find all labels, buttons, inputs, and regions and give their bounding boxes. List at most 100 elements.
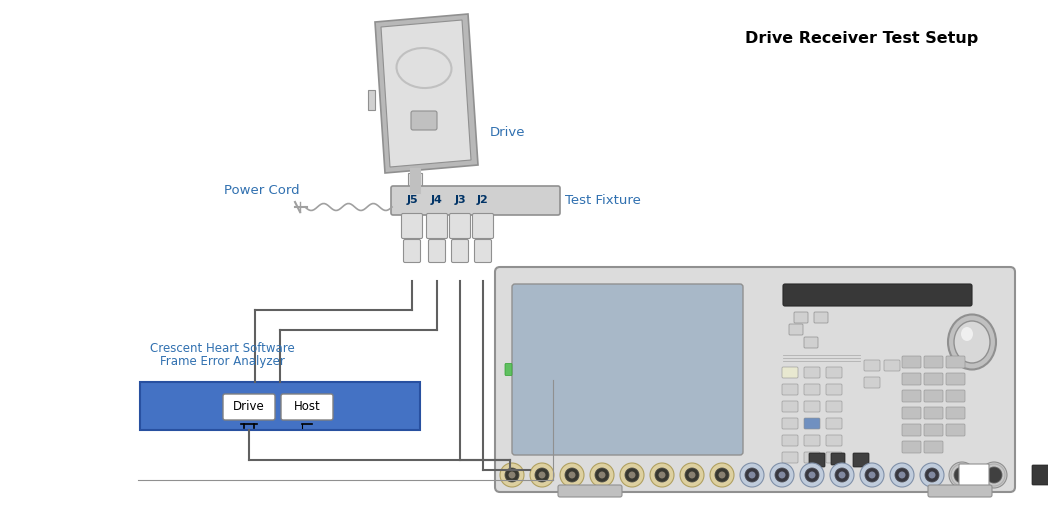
Circle shape [745, 468, 759, 482]
Circle shape [680, 463, 704, 487]
Circle shape [685, 468, 699, 482]
Circle shape [981, 462, 1007, 488]
FancyBboxPatch shape [864, 360, 880, 371]
FancyBboxPatch shape [391, 186, 560, 215]
Polygon shape [375, 14, 478, 173]
FancyBboxPatch shape [924, 373, 943, 385]
Circle shape [500, 463, 524, 487]
FancyBboxPatch shape [864, 377, 880, 388]
FancyBboxPatch shape [804, 418, 820, 429]
Circle shape [534, 468, 549, 482]
FancyBboxPatch shape [902, 424, 921, 436]
FancyBboxPatch shape [826, 418, 842, 429]
FancyBboxPatch shape [427, 213, 447, 239]
Circle shape [620, 463, 645, 487]
Text: J5: J5 [407, 195, 418, 205]
FancyBboxPatch shape [782, 435, 798, 446]
Text: Drive: Drive [490, 126, 525, 139]
Circle shape [830, 463, 854, 487]
Circle shape [920, 463, 944, 487]
FancyBboxPatch shape [946, 373, 965, 385]
FancyBboxPatch shape [902, 407, 921, 419]
FancyBboxPatch shape [1032, 465, 1048, 485]
Circle shape [650, 463, 674, 487]
Circle shape [709, 463, 734, 487]
FancyBboxPatch shape [853, 453, 869, 467]
Circle shape [929, 471, 936, 479]
Text: Power Cord: Power Cord [224, 184, 300, 197]
Circle shape [539, 471, 546, 479]
FancyBboxPatch shape [924, 441, 943, 453]
FancyBboxPatch shape [826, 384, 842, 395]
Text: Test Fixture: Test Fixture [565, 194, 641, 207]
Polygon shape [368, 90, 375, 110]
Circle shape [865, 468, 879, 482]
Circle shape [590, 463, 614, 487]
Text: J2: J2 [477, 195, 488, 205]
FancyBboxPatch shape [831, 453, 845, 465]
FancyBboxPatch shape [804, 452, 820, 463]
Circle shape [838, 471, 846, 479]
Text: J3: J3 [454, 195, 465, 205]
FancyBboxPatch shape [902, 441, 921, 453]
Circle shape [748, 471, 756, 479]
Circle shape [925, 468, 939, 482]
Circle shape [568, 471, 575, 479]
Text: J4: J4 [431, 195, 443, 205]
Circle shape [530, 463, 554, 487]
FancyBboxPatch shape [794, 312, 808, 323]
FancyBboxPatch shape [946, 424, 965, 436]
Circle shape [776, 468, 789, 482]
FancyBboxPatch shape [924, 424, 943, 436]
FancyBboxPatch shape [902, 390, 921, 402]
Circle shape [505, 468, 519, 482]
FancyBboxPatch shape [475, 239, 492, 263]
FancyBboxPatch shape [946, 390, 965, 402]
Bar [140, 382, 420, 430]
Circle shape [598, 471, 606, 479]
Circle shape [800, 463, 824, 487]
Ellipse shape [961, 327, 973, 341]
Circle shape [949, 462, 975, 488]
FancyBboxPatch shape [804, 384, 820, 395]
FancyBboxPatch shape [782, 401, 798, 412]
Text: Host: Host [293, 401, 321, 414]
Circle shape [779, 471, 786, 479]
FancyBboxPatch shape [946, 407, 965, 419]
FancyBboxPatch shape [924, 407, 943, 419]
FancyBboxPatch shape [959, 464, 989, 486]
Circle shape [808, 471, 815, 479]
FancyBboxPatch shape [826, 401, 842, 412]
FancyBboxPatch shape [450, 213, 471, 239]
Circle shape [895, 468, 909, 482]
FancyBboxPatch shape [927, 485, 992, 497]
Circle shape [898, 471, 905, 479]
Circle shape [655, 468, 669, 482]
FancyBboxPatch shape [782, 367, 798, 378]
FancyBboxPatch shape [924, 390, 943, 402]
FancyBboxPatch shape [804, 367, 820, 378]
FancyBboxPatch shape [782, 384, 798, 395]
Ellipse shape [954, 321, 990, 363]
FancyBboxPatch shape [558, 485, 623, 497]
Circle shape [890, 463, 914, 487]
FancyBboxPatch shape [512, 284, 743, 455]
Circle shape [658, 471, 665, 479]
FancyBboxPatch shape [826, 435, 842, 446]
Circle shape [986, 467, 1002, 483]
FancyBboxPatch shape [403, 239, 420, 263]
FancyBboxPatch shape [783, 284, 971, 306]
Circle shape [719, 471, 725, 479]
FancyBboxPatch shape [826, 367, 842, 378]
Circle shape [740, 463, 764, 487]
Circle shape [770, 463, 794, 487]
Circle shape [869, 471, 875, 479]
FancyBboxPatch shape [814, 312, 828, 323]
Circle shape [715, 468, 729, 482]
FancyBboxPatch shape [505, 363, 512, 376]
FancyBboxPatch shape [411, 111, 437, 130]
FancyBboxPatch shape [281, 394, 333, 420]
FancyBboxPatch shape [809, 453, 825, 467]
Text: Frame Error Analyzer: Frame Error Analyzer [159, 356, 284, 368]
Polygon shape [381, 20, 471, 167]
